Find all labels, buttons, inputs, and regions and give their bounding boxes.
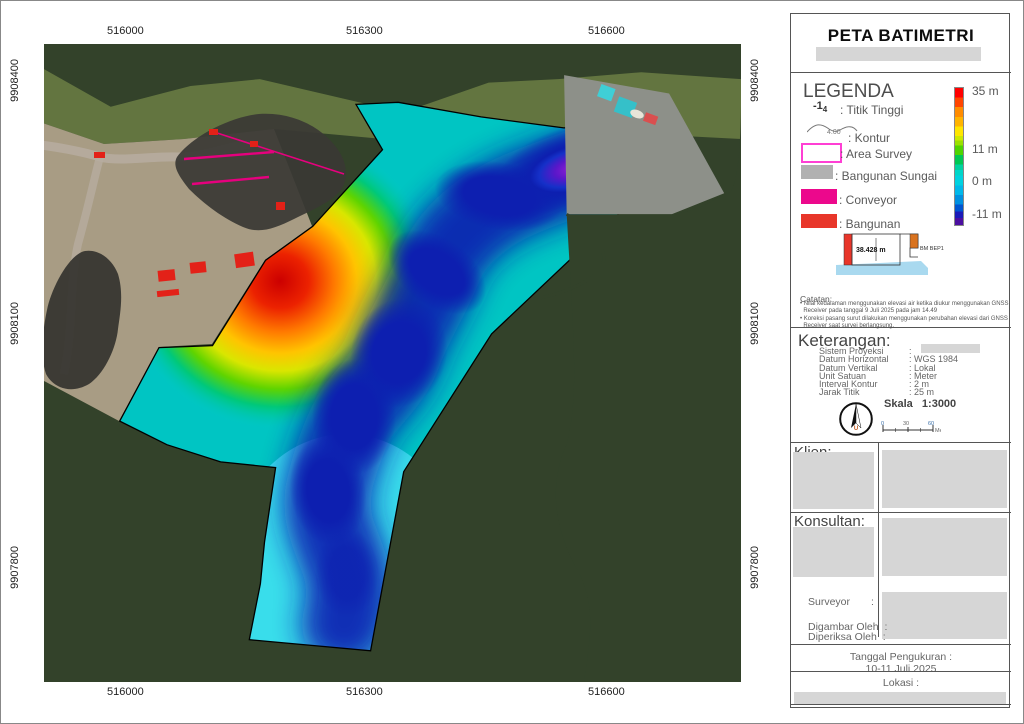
svg-text:4.00: 4.00 — [827, 129, 841, 136]
svg-text:60: 60 — [928, 421, 934, 427]
svg-text:38.428 m: 38.428 m — [856, 247, 886, 254]
svg-text:Meter: Meter — [935, 428, 941, 434]
svg-text:U: U — [854, 426, 858, 432]
svg-text:30: 30 — [903, 421, 909, 427]
svg-text:0: 0 — [881, 421, 884, 427]
svg-text:BM BEP1: BM BEP1 — [920, 246, 944, 252]
